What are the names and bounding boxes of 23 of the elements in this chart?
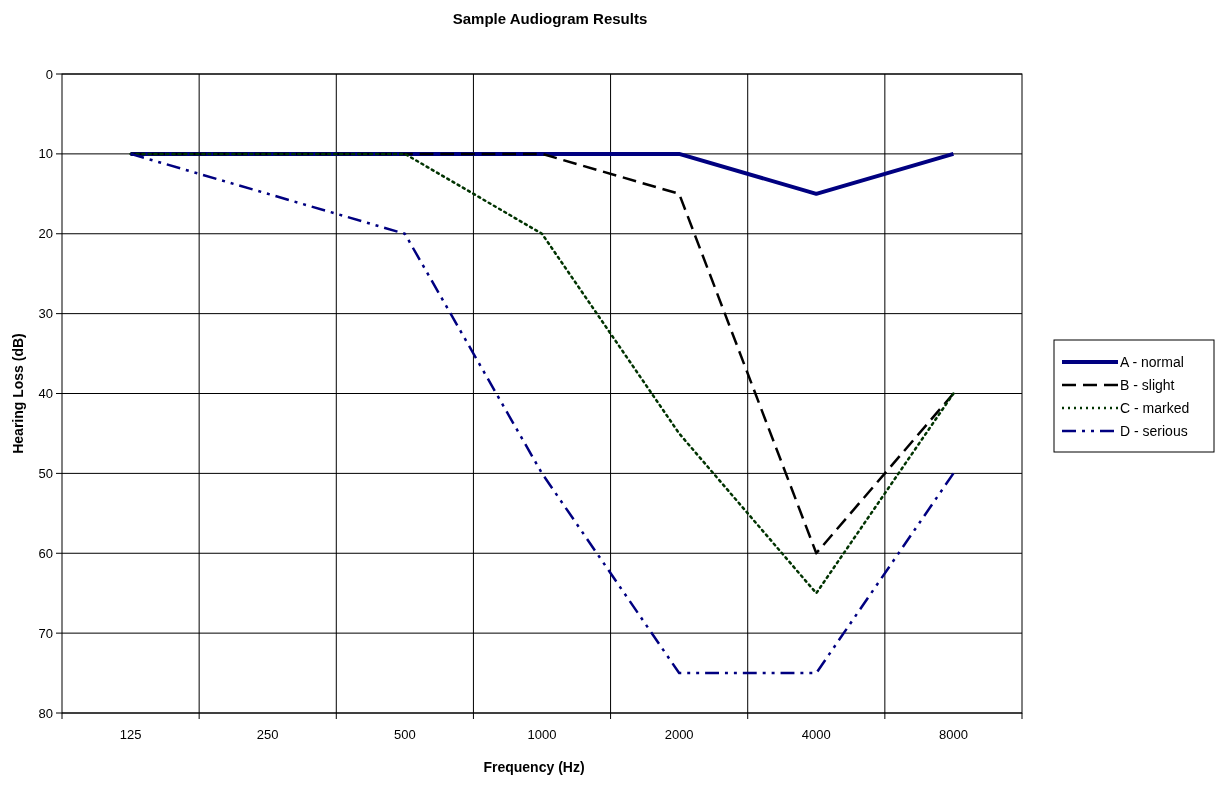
y-tick-label: 30	[38, 306, 53, 322]
x-axis-title: Frequency (Hz)	[483, 759, 585, 775]
y-axis-title: Hearing Loss (dB)	[10, 333, 26, 454]
y-tick-label: 0	[45, 66, 53, 82]
y-tick-label: 70	[38, 625, 53, 641]
x-tick-label: 250	[256, 727, 279, 742]
y-tick-label: 60	[38, 545, 53, 561]
legend-label: B - slight	[1120, 376, 1175, 393]
chart-title: Sample Audiogram Results	[452, 10, 648, 27]
legend-label: A - normal	[1120, 353, 1184, 370]
x-tick-label: 4000	[801, 727, 831, 742]
y-tick-label: 50	[38, 465, 53, 481]
y-tick-label: 40	[38, 386, 53, 402]
x-tick-label: 1000	[527, 727, 557, 742]
y-tick-label: 10	[38, 146, 53, 162]
y-tick-label: 20	[38, 226, 53, 242]
x-tick-label: 8000	[938, 727, 968, 742]
legend-label: C - marked	[1120, 399, 1190, 416]
x-tick-label: 125	[119, 727, 142, 742]
x-tick-label: 2000	[664, 727, 694, 742]
y-tick-label: 80	[38, 705, 53, 721]
x-tick-label: 500	[394, 727, 416, 742]
legend-label: D - serious	[1120, 422, 1188, 439]
